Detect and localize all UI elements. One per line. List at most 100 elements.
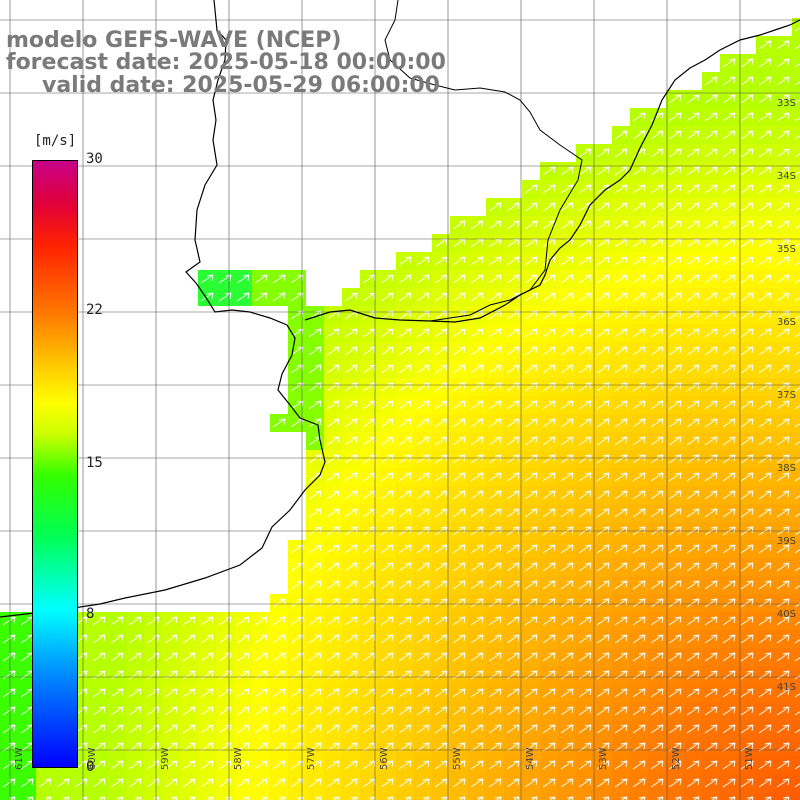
- wind-arrow: [560, 508, 574, 518]
- wind-arrow: [704, 742, 718, 752]
- wind-arrow: [326, 688, 340, 698]
- wind-arrow: [632, 778, 646, 788]
- wind-arrow: [434, 364, 448, 374]
- wind-arrow: [398, 508, 412, 518]
- wind-arrow: [668, 166, 682, 176]
- wind-arrow: [668, 562, 682, 572]
- wind-arrow: [560, 382, 574, 392]
- wind-arrow: [506, 472, 520, 482]
- wind-arrow: [794, 729, 800, 734]
- wind-arrow: [632, 346, 646, 356]
- wind-arrow: [416, 544, 430, 554]
- wind-cell: [216, 792, 234, 800]
- wind-arrow: [668, 202, 682, 212]
- wind-arrow: [632, 706, 646, 716]
- wind-arrow: [746, 796, 754, 800]
- wind-arrow: [668, 220, 682, 230]
- wind-arrow: [794, 693, 800, 698]
- wind-arrow: [326, 706, 340, 716]
- wind-arrow: [398, 544, 412, 554]
- wind-arrow: [614, 292, 628, 302]
- wind-arrow: [254, 760, 268, 770]
- wind-cell: [72, 792, 90, 800]
- wind-arrow: [62, 796, 70, 800]
- wind-arrow: [596, 778, 610, 788]
- wind-arrow: [488, 760, 502, 770]
- wind-arrow: [650, 166, 664, 176]
- wind-arrow: [722, 166, 736, 176]
- wind-arrow: [308, 580, 322, 590]
- wind-arrow: [668, 292, 682, 302]
- wind-arrow: [452, 724, 466, 734]
- wind-arrow: [542, 760, 556, 770]
- wind-arrow: [452, 256, 466, 266]
- wind-arrow: [200, 634, 214, 644]
- wind-arrow: [650, 652, 664, 662]
- forecast-date: forecast date: 2025-05-18 00:00:00: [6, 50, 446, 75]
- wind-arrow: [578, 562, 592, 572]
- wind-arrow: [398, 760, 412, 770]
- wind-arrow: [470, 328, 484, 338]
- wind-cell: [486, 792, 504, 800]
- wind-arrow: [740, 724, 754, 734]
- wind-arrow: [434, 742, 448, 752]
- wind-arrow: [794, 63, 800, 68]
- wind-arrow: [542, 436, 556, 446]
- wind-arrow: [668, 580, 682, 590]
- wind-arrow: [668, 148, 682, 158]
- wind-arrow: [380, 274, 394, 284]
- wind-arrow: [74, 778, 88, 788]
- wind-arrow: [794, 207, 800, 212]
- lon-label: 54W: [525, 747, 536, 770]
- wind-cell: [720, 792, 738, 800]
- wind-arrow: [704, 652, 718, 662]
- wind-arrow: [578, 652, 592, 662]
- wind-arrow: [650, 706, 664, 716]
- wind-arrow: [470, 778, 484, 788]
- wind-arrow: [344, 292, 358, 302]
- wind-arrow: [614, 616, 628, 626]
- wind-cell: [792, 576, 800, 594]
- lon-label: 58W: [233, 747, 244, 770]
- wind-arrow: [686, 346, 700, 356]
- wind-arrow: [740, 634, 754, 644]
- wind-arrow: [668, 274, 682, 284]
- wind-arrow: [308, 400, 322, 410]
- wind-arrow: [488, 400, 502, 410]
- wind-arrow: [704, 778, 718, 788]
- wind-arrow: [722, 544, 736, 554]
- wind-cell: [612, 792, 630, 800]
- colorbar-tick-0: 0: [86, 759, 95, 775]
- wind-arrow: [542, 688, 556, 698]
- wind-arrow: [398, 634, 412, 644]
- wind-arrow: [344, 562, 358, 572]
- wind-arrow: [452, 634, 466, 644]
- wind-arrow: [434, 652, 448, 662]
- wind-arrow: [506, 274, 520, 284]
- wind-arrow: [776, 760, 790, 770]
- wind-arrow: [416, 760, 430, 770]
- wind-arrow: [740, 400, 754, 410]
- wind-arrow: [704, 544, 718, 554]
- wind-arrow: [470, 436, 484, 446]
- lon-label: 55W: [452, 747, 463, 770]
- wind-arrow: [308, 760, 322, 770]
- wind-arrow: [650, 670, 664, 680]
- wind-arrow: [776, 706, 790, 716]
- wind-arrow: [254, 778, 268, 788]
- wind-arrow: [128, 688, 142, 698]
- wind-arrow: [434, 400, 448, 410]
- wind-arrow: [470, 472, 484, 482]
- wind-arrow: [758, 382, 772, 392]
- wind-arrow: [506, 364, 520, 374]
- wind-arrow: [506, 634, 520, 644]
- wind-arrow: [758, 616, 772, 626]
- wind-arrow: [740, 94, 754, 104]
- wind-arrow: [722, 652, 736, 662]
- wind-arrow: [596, 292, 610, 302]
- wind-arrow: [398, 256, 412, 266]
- wind-arrow: [776, 490, 790, 500]
- wind-arrow: [722, 760, 736, 770]
- wind-arrow: [560, 418, 574, 428]
- lat-label: 35S: [776, 244, 796, 255]
